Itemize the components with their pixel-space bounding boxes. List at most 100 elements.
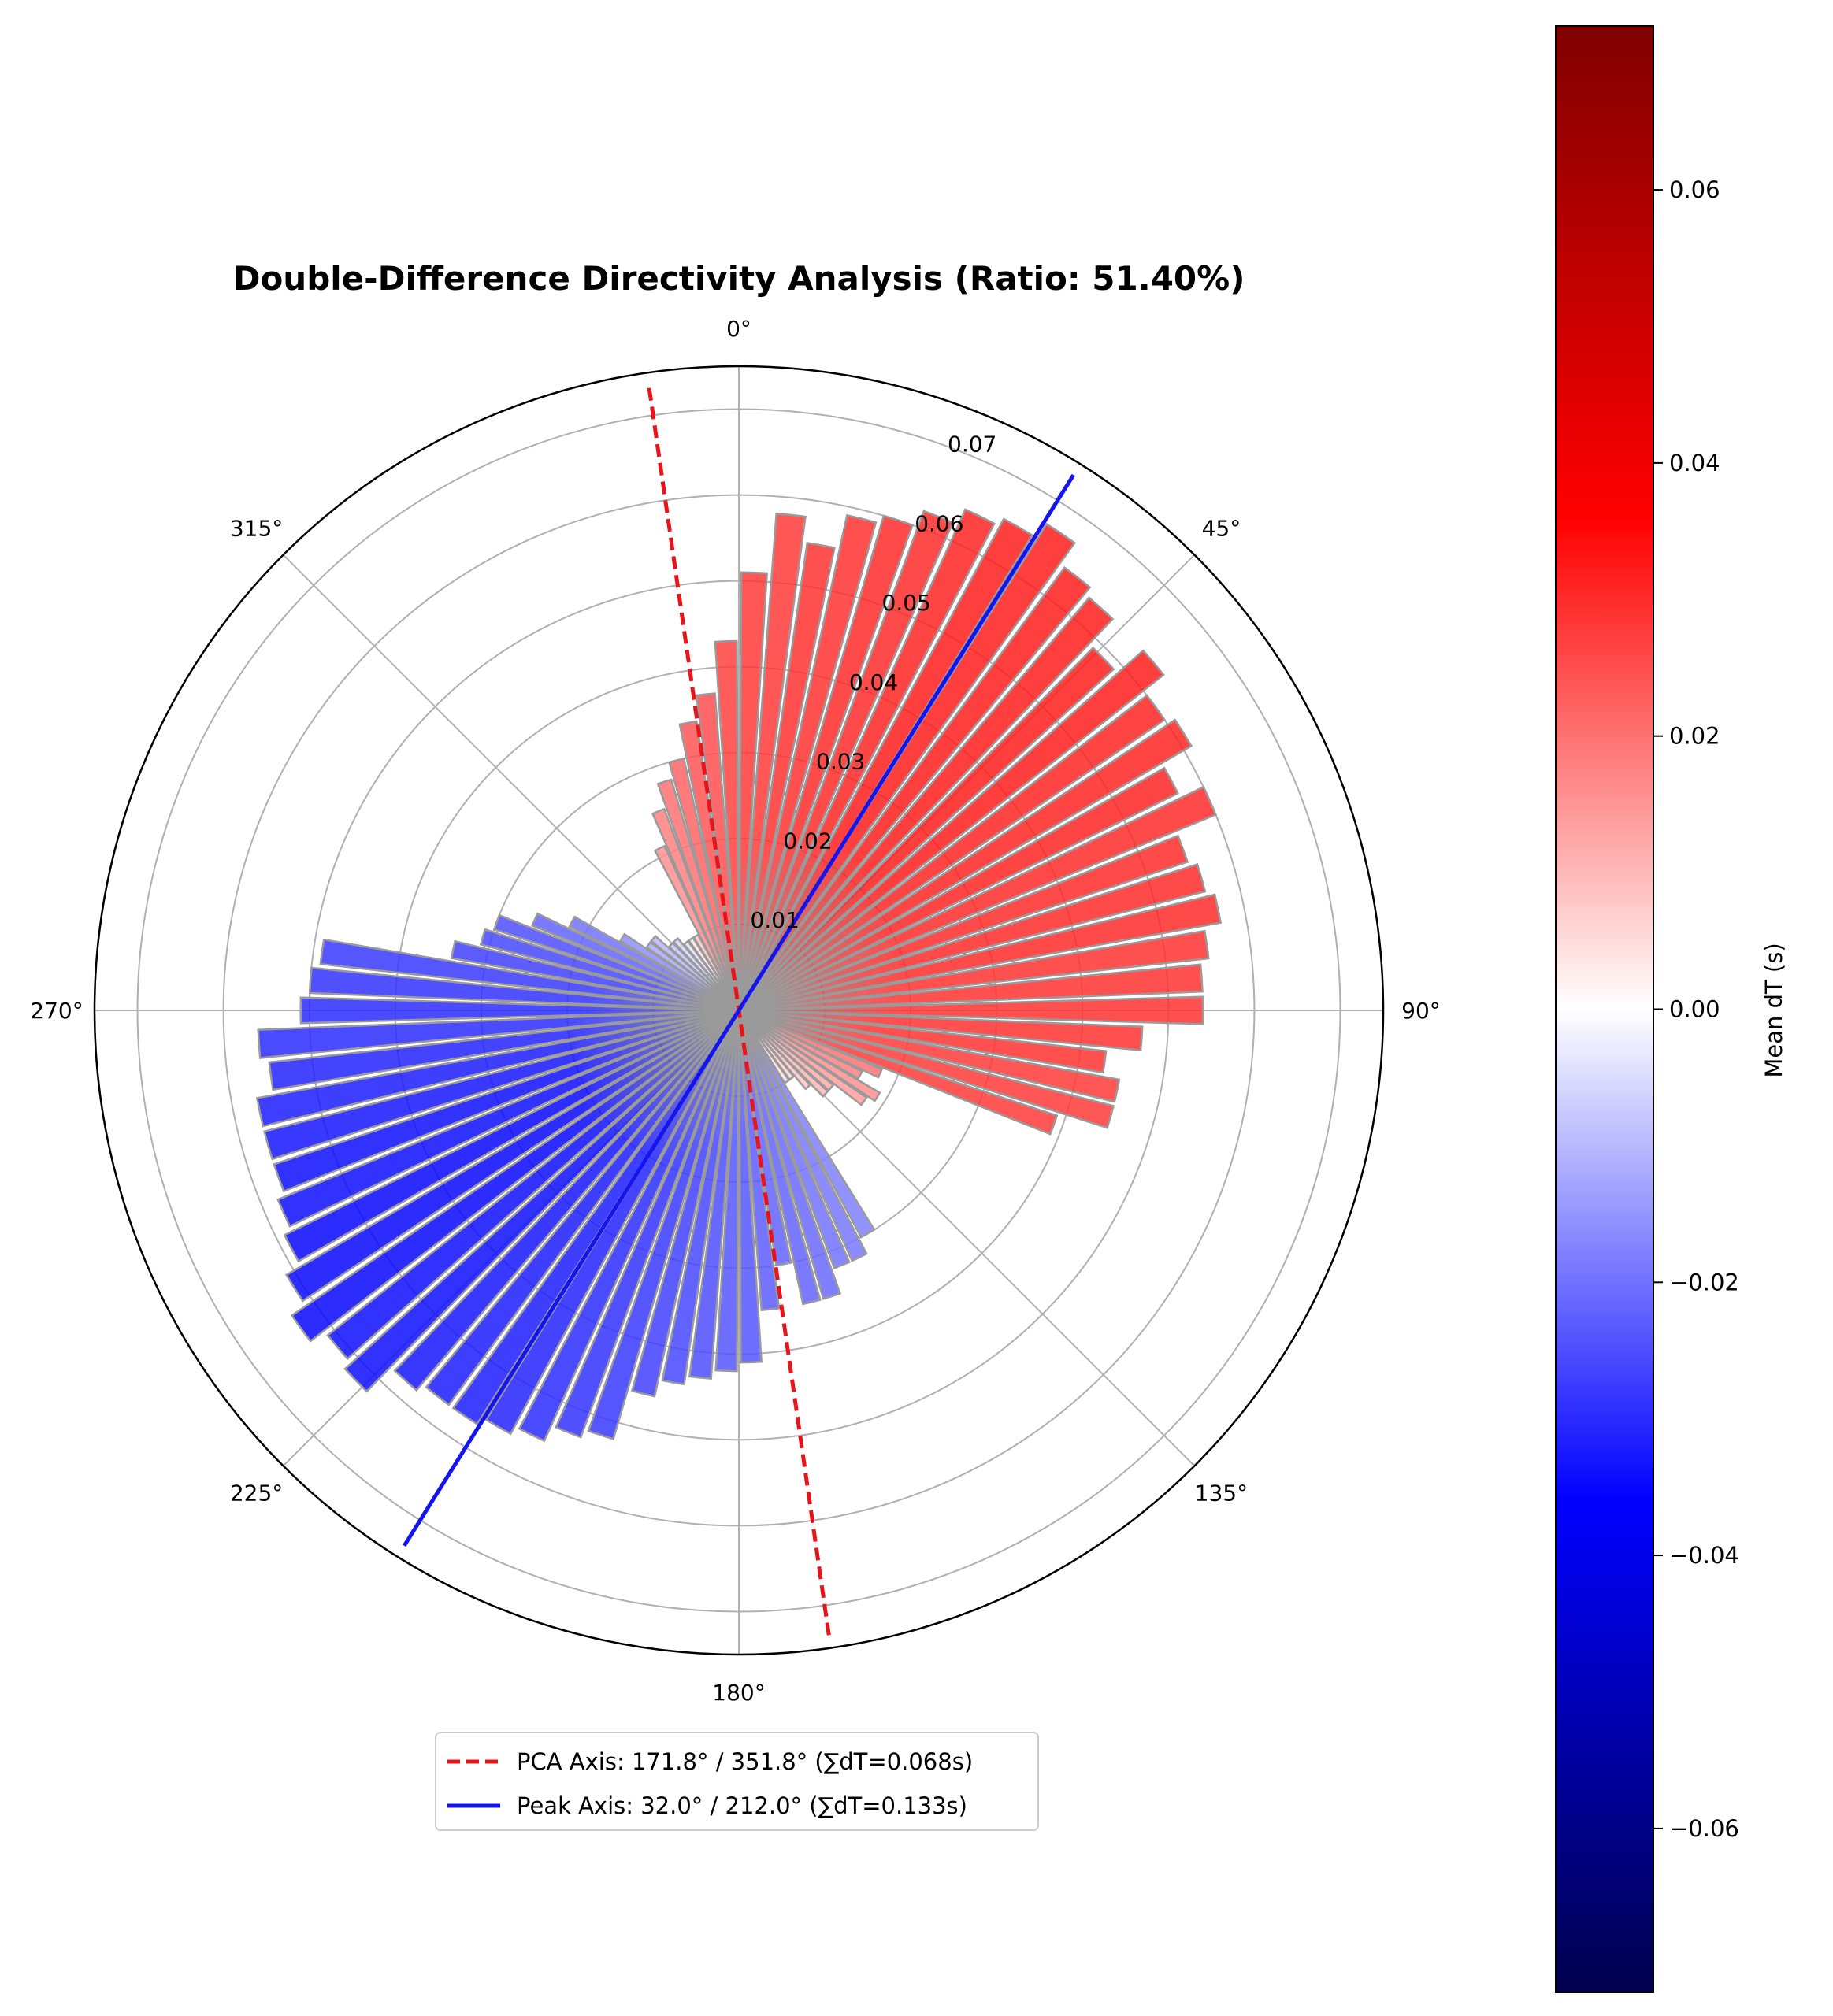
polar-bars: [255, 508, 1223, 1443]
bar-346: [668, 757, 740, 1011]
colorbar-tick-label: 0.02: [1669, 723, 1720, 750]
colorbar-tick-label: 0.06: [1669, 176, 1720, 203]
bar-198: [587, 1010, 740, 1440]
bar-154: [737, 1010, 868, 1262]
bar-282: [450, 939, 740, 1012]
legend: PCA Axis: 171.8° / 351.8° (∑dT=0.068s) P…: [435, 1732, 1039, 1831]
bar-338: [651, 807, 740, 1011]
bar-106: [738, 1009, 1115, 1129]
colorbar-tick-label: −0.04: [1669, 1542, 1739, 1569]
bar-298: [568, 915, 740, 1012]
bar-286: [479, 928, 740, 1012]
bar-238: [284, 1009, 740, 1303]
bar-230: [326, 1010, 740, 1361]
colorbar-gradient: [1555, 25, 1654, 1993]
bar-186: [688, 1010, 740, 1380]
colorbar-tick-label: 0.04: [1669, 450, 1720, 476]
bar-46: [738, 646, 1115, 1011]
theta-tick-label: 270°: [30, 998, 83, 1024]
r-tick-label: 0.03: [816, 749, 865, 775]
bar-66: [738, 785, 1218, 1012]
theta-tick-label: 225°: [230, 1480, 283, 1506]
colorbar-label: Mean dT (s): [1761, 943, 1787, 1077]
bar-210: [484, 1010, 740, 1436]
bar-254: [263, 1009, 740, 1161]
bar-30: [737, 517, 1034, 1011]
bar-242: [283, 1009, 740, 1263]
radial-tick-labels: 0.01 0.02 0.03 0.04 0.05 0.06 0.07: [751, 432, 997, 934]
polar-plot-area: 0.01 0.02 0.03 0.04 0.05 0.06 0.07 0° 45° 90° 135…: [30, 316, 1441, 1706]
bar-358: [714, 639, 740, 1011]
angular-tick-labels: 0° 45° 90° 135° 180° 225° 270° 315°: [30, 316, 1441, 1706]
bar-310: [650, 934, 740, 1011]
peak-axis-line: [403, 473, 1075, 1547]
directivity-axes: [93, 365, 1385, 1656]
bar-350: [678, 720, 740, 1011]
bar-2: [737, 571, 769, 1011]
theta-tick-label: 180°: [712, 1680, 765, 1706]
bar-246: [276, 1009, 740, 1228]
theta-tick-label: 315°: [230, 516, 283, 542]
colorbar-ticks: 0.06 0.04 0.02 0.00 −0.02 −0.04 −0.06: [1653, 176, 1739, 1842]
bar-270: [299, 996, 740, 1025]
theta-tick-label: 0°: [726, 316, 751, 342]
bar-342: [656, 778, 740, 1011]
bar-14: [737, 513, 878, 1011]
bar-302: [618, 932, 740, 1012]
bar-158: [737, 1010, 851, 1269]
bar-182: [714, 1010, 740, 1373]
r-tick-label: 0.05: [882, 590, 931, 616]
bar-202: [555, 1010, 740, 1439]
bar-190: [661, 1010, 740, 1386]
bar-62: [738, 766, 1179, 1012]
bar-58: [738, 718, 1193, 1012]
bar-294: [531, 912, 740, 1012]
bar-194: [630, 1010, 740, 1398]
bar-26: [737, 508, 996, 1011]
colorbar-tick-label: 0.00: [1669, 996, 1720, 1023]
bar-162: [737, 1010, 842, 1300]
bar-74: [738, 862, 1207, 1012]
bar-222: [393, 1010, 740, 1392]
bar-98: [738, 1009, 1108, 1074]
bar-150: [737, 1010, 876, 1239]
bar-206: [518, 1010, 740, 1443]
colorbar: 0.06 0.04 0.02 0.00 −0.02 −0.04 −0.06 Mean dT …: [1555, 25, 1787, 1993]
bar-130: [738, 1010, 835, 1092]
bar-70: [738, 834, 1189, 1012]
r-tick-label: 0.04: [849, 669, 898, 695]
legend-box: [435, 1732, 1039, 1831]
bar-134: [738, 1010, 829, 1099]
bar-214: [451, 1010, 740, 1426]
bar-102: [738, 1009, 1121, 1103]
bar-262: [268, 1009, 740, 1091]
bar-234: [290, 1009, 740, 1343]
polar-outer-spine: [93, 365, 1385, 1656]
bar-266: [257, 1009, 740, 1059]
bar-42: [738, 596, 1115, 1011]
theta-tick-label: 90°: [1401, 998, 1441, 1024]
r-tick-label: 0.06: [915, 510, 963, 536]
bar-86: [738, 963, 1204, 1012]
r-tick-label: 0.02: [783, 828, 832, 854]
colorbar-tick-label: −0.02: [1669, 1269, 1739, 1295]
bar-110: [738, 1009, 1059, 1136]
r-tick-label: 0.07: [948, 432, 996, 458]
bar-38: [737, 565, 1092, 1011]
bar-226: [343, 1010, 740, 1393]
bar-274: [308, 966, 740, 1012]
bar-22: [737, 510, 955, 1011]
colorbar-tick-label: −0.06: [1669, 1815, 1739, 1842]
bar-278: [319, 938, 740, 1012]
bar-126: [738, 1009, 868, 1106]
bar-94: [738, 1009, 1144, 1052]
bar-90: [738, 995, 1204, 1025]
bar-170: [737, 1010, 792, 1267]
bar-290: [492, 914, 740, 1012]
legend-peak-label: Peak Axis: 32.0° / 212.0° (∑dT=0.133s): [517, 1792, 967, 1819]
bar-10: [737, 542, 836, 1011]
bar-6: [737, 512, 807, 1011]
bar-318: [672, 936, 740, 1011]
bar-138: [738, 1010, 812, 1091]
